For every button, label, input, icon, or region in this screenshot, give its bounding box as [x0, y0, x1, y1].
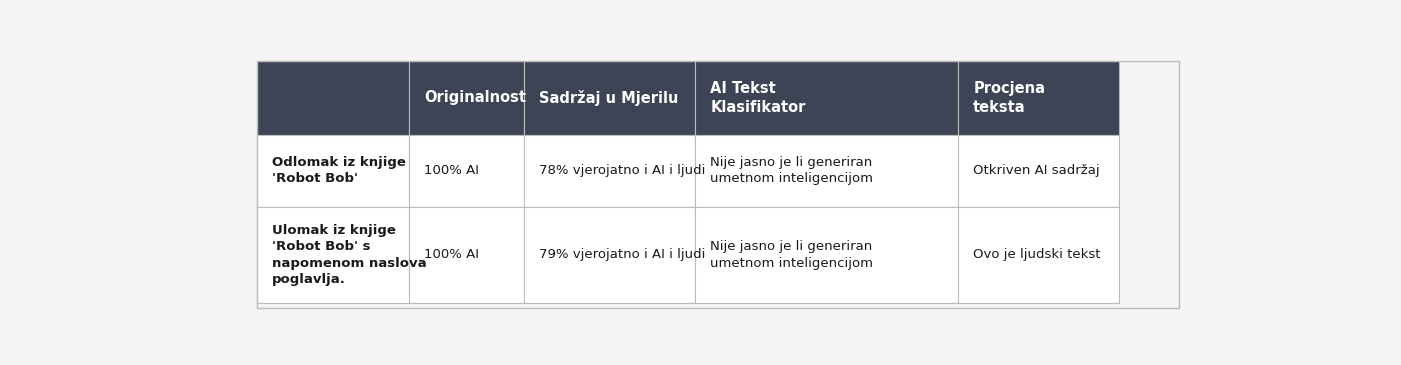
- Text: Sadržaj u Mjerilu: Sadržaj u Mjerilu: [539, 90, 678, 106]
- Bar: [524, 61, 695, 135]
- Text: Ulomak iz knjige
'Robot Bob' s
napomenom naslova
poglavlja.: Ulomak iz knjige 'Robot Bob' s napomenom…: [272, 223, 426, 286]
- Bar: [958, 61, 1119, 135]
- Bar: [524, 207, 695, 303]
- Text: 100% AI: 100% AI: [425, 248, 479, 261]
- Text: Originalnost: Originalnost: [425, 90, 525, 105]
- Text: Nije jasno je li generiran
umetnom inteligencijom: Nije jasno je li generiran umetnom intel…: [710, 240, 873, 270]
- Text: 79% vjerojatno i AI i ljudi: 79% vjerojatno i AI i ljudi: [539, 248, 706, 261]
- Text: 100% AI: 100% AI: [425, 164, 479, 177]
- Bar: [409, 61, 524, 135]
- Bar: [695, 61, 958, 135]
- Text: 78% vjerojatno i AI i ljudi: 78% vjerojatno i AI i ljudi: [539, 164, 706, 177]
- Bar: [256, 61, 409, 135]
- Bar: [958, 135, 1119, 207]
- Text: Ovo je ljudski tekst: Ovo je ljudski tekst: [974, 248, 1101, 261]
- Text: AI Tekst
Klasifikator: AI Tekst Klasifikator: [710, 81, 806, 115]
- Text: Odlomak iz knjige
'Robot Bob': Odlomak iz knjige 'Robot Bob': [272, 156, 406, 185]
- Bar: [695, 135, 958, 207]
- Bar: [256, 61, 1180, 308]
- Bar: [256, 207, 409, 303]
- Bar: [958, 207, 1119, 303]
- Bar: [256, 135, 409, 207]
- Text: Otkriven AI sadržaj: Otkriven AI sadržaj: [974, 164, 1100, 177]
- Bar: [695, 207, 958, 303]
- Text: Nije jasno je li generiran
umetnom inteligencijom: Nije jasno je li generiran umetnom intel…: [710, 156, 873, 185]
- Bar: [409, 207, 524, 303]
- Bar: [524, 135, 695, 207]
- Bar: [409, 135, 524, 207]
- Text: Procjena
teksta: Procjena teksta: [974, 81, 1045, 115]
